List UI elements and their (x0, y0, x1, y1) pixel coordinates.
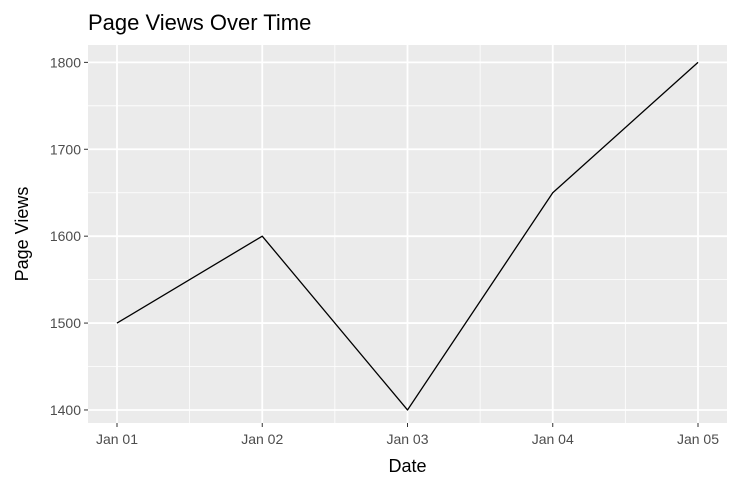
chart-title: Page Views Over Time (88, 10, 311, 35)
y-tick-label: 1600 (50, 228, 81, 244)
series-layer (116, 61, 699, 411)
y-tick-label: 1400 (50, 402, 81, 418)
x-axis-title: Date (388, 456, 426, 476)
x-tick-label: Jan 04 (532, 431, 574, 447)
y-tick-label: 1700 (50, 141, 81, 157)
y-axis-title: Page Views (12, 187, 32, 282)
y-tick-label: 1500 (50, 315, 81, 331)
y-axis: 1400 1500 1600 1700 1800 (50, 54, 88, 418)
x-tick-label: Jan 01 (96, 431, 138, 447)
x-axis: Jan 01 Jan 02 Jan 03 Jan 04 Jan 05 (96, 423, 719, 447)
y-tick-label: 1800 (50, 54, 81, 70)
x-tick-label: Jan 05 (677, 431, 719, 447)
x-tick-label: Jan 02 (241, 431, 283, 447)
x-tick-label: Jan 03 (386, 431, 428, 447)
